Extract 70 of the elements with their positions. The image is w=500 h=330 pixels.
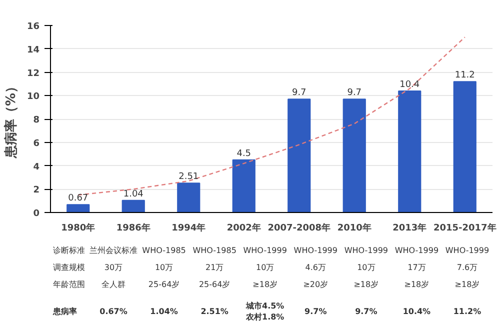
text: 调查规模: [53, 263, 86, 272]
y-tick-label: 16: [26, 22, 40, 32]
y-axis-title: 患病率（%）: [2, 80, 19, 160]
text: 2.51%: [200, 307, 228, 316]
y-tick-label: 2: [33, 186, 40, 196]
bar: [122, 200, 145, 212]
data-label: 9.7: [292, 88, 306, 98]
x-tick-label: 1980年: [61, 222, 96, 234]
data-label: 1.04: [123, 189, 144, 200]
y-tick-label: 10: [26, 92, 40, 102]
data-label: 4.5: [236, 148, 252, 159]
y-tick-label: 8: [33, 116, 40, 126]
y-tick-label: 4: [33, 162, 40, 172]
text: 9.7%: [304, 307, 327, 316]
text: WHO-1999: [294, 246, 338, 255]
text: 25-64岁: [198, 280, 230, 289]
x-tick-label: 2010年: [337, 222, 372, 234]
text: WHO-1999: [445, 246, 490, 255]
text: ≥18岁: [252, 280, 278, 289]
data-label: 11.2: [454, 70, 475, 81]
x-tick-label: 2015-2017年: [433, 222, 496, 234]
x-tick-label: 2007-2008年: [268, 222, 331, 234]
text: ≥18岁: [354, 280, 379, 289]
text: WHO-1999: [243, 246, 287, 255]
x-tick-label: 1994年: [172, 222, 206, 234]
x-tick-label: 1986年: [116, 222, 150, 234]
text: 21万: [205, 263, 224, 272]
text: WHO-1999: [394, 246, 439, 255]
text: 9.7%: [355, 307, 378, 316]
text: 17万: [408, 263, 426, 272]
y-tick-label: 12: [26, 68, 40, 79]
text: 10万: [154, 263, 174, 272]
text: ≥18岁: [454, 280, 480, 289]
data-label: 2.51: [178, 172, 199, 182]
text: 30万: [104, 263, 123, 272]
text: 0.67%: [100, 307, 128, 316]
text: 诊断标准: [53, 246, 86, 255]
y-tick-label: 0: [33, 209, 40, 219]
text: 10万: [256, 263, 274, 272]
text: 11.2%: [453, 307, 482, 316]
text: 7.6万: [456, 263, 478, 272]
text: WHO-1985: [142, 246, 186, 255]
text: 10万: [357, 263, 376, 272]
bar: [66, 204, 90, 212]
bar: [177, 182, 200, 212]
text: 兰州会议标准: [90, 246, 138, 255]
x-tick-label: 2002年: [226, 222, 261, 234]
text: WHO-1999: [344, 246, 388, 255]
text: ≥20岁: [303, 280, 328, 289]
bar: [398, 90, 422, 212]
bar: [232, 159, 256, 212]
text: 1.04%: [150, 307, 178, 316]
x-tick-label: 2013年: [392, 222, 427, 234]
text: WHO-1985: [192, 246, 236, 255]
text: 患病率: [52, 306, 78, 316]
text: 年龄范围: [53, 280, 86, 289]
text: ≥18岁: [404, 280, 430, 289]
data-label: 0.67: [68, 194, 88, 204]
data-label: 9.7: [347, 88, 362, 98]
bar: [288, 98, 311, 212]
data-label: 10.4: [400, 80, 420, 90]
text: 25-64岁: [148, 280, 180, 289]
text: 城市4.5% 农村1.8%: [245, 300, 284, 322]
text: 全人群: [102, 280, 126, 289]
text: 10.4%: [402, 307, 431, 316]
bar: [453, 81, 476, 212]
y-tick-label: 14: [26, 45, 40, 56]
bar: [342, 98, 366, 212]
y-tick-label: 6: [33, 138, 40, 149]
text: 4.6万: [305, 263, 326, 272]
